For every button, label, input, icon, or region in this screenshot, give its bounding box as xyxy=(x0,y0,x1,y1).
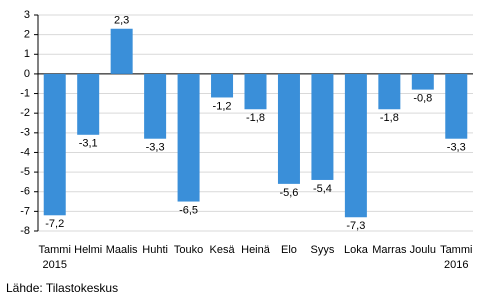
x-tick-label: Helmi xyxy=(74,244,102,256)
x-tick-label: Tammi 2016 xyxy=(440,244,472,271)
x-tick-label-line: 2016 xyxy=(444,259,468,271)
value-label: -0,8 xyxy=(413,93,432,105)
x-tick-label: Elo xyxy=(281,244,297,256)
x-tick-label-line: 2015 xyxy=(42,259,66,271)
value-label: -7,2 xyxy=(45,218,64,230)
y-tick-label: -5 xyxy=(20,166,30,178)
value-label: -7,3 xyxy=(346,220,365,232)
bar xyxy=(110,28,133,74)
source-note: Lähde: Tilastokeskus xyxy=(6,281,118,295)
value-label: 2,3 xyxy=(114,15,129,27)
x-tick-label: Heinä xyxy=(241,244,271,256)
y-tick-label: -6 xyxy=(20,186,30,198)
bar xyxy=(277,73,300,184)
bar xyxy=(43,73,66,216)
value-label: -1,2 xyxy=(213,100,232,112)
y-tick-label: -1 xyxy=(20,87,30,99)
y-tick-label: 1 xyxy=(24,48,30,60)
bar xyxy=(144,73,167,139)
bar xyxy=(77,73,100,135)
value-label: -3,3 xyxy=(146,142,165,154)
x-tick-label: Marras xyxy=(372,244,407,256)
x-tick-label-line: Tammi xyxy=(39,244,71,256)
bar xyxy=(344,73,367,218)
x-tick-label: Maalis xyxy=(106,244,138,256)
y-tick-label: 0 xyxy=(24,68,30,80)
bar xyxy=(311,73,334,180)
bar xyxy=(177,73,200,202)
x-tick-label: Joulu xyxy=(410,244,436,256)
y-tick-label: 3 xyxy=(24,9,30,21)
y-tick-label: -8 xyxy=(20,225,30,237)
value-label: -3,1 xyxy=(79,138,98,150)
y-tick-label: -2 xyxy=(20,107,30,119)
value-label: -6,5 xyxy=(179,204,198,216)
value-label: -3,3 xyxy=(447,142,466,154)
value-label: -5,4 xyxy=(313,183,332,195)
x-tick-label: Huhti xyxy=(142,244,168,256)
value-label: -5,6 xyxy=(279,187,298,199)
y-tick-label: -3 xyxy=(20,127,30,139)
bar xyxy=(211,73,234,98)
bar xyxy=(378,73,401,110)
y-tick-label: -4 xyxy=(20,146,30,158)
y-tick-label: -7 xyxy=(20,205,30,217)
x-tick-label-line: Tammi xyxy=(440,244,472,256)
x-tick-label: Touko xyxy=(174,244,203,256)
bar xyxy=(445,73,468,139)
value-label: -1,8 xyxy=(380,112,399,124)
x-tick-label: Loka xyxy=(344,244,369,256)
bar xyxy=(411,73,434,90)
y-tick-label: 2 xyxy=(24,29,30,41)
x-tick-label: Kesä xyxy=(209,244,235,256)
value-label: -1,8 xyxy=(246,112,265,124)
bar xyxy=(244,73,267,110)
x-tick-label: Syys xyxy=(311,244,335,256)
x-tick-label: Tammi 2015 xyxy=(39,244,71,271)
